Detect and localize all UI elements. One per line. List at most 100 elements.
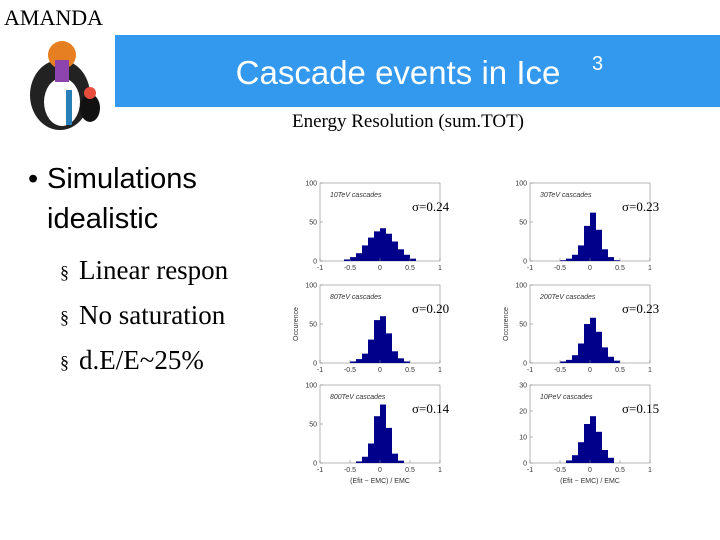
sub-marker: § bbox=[60, 307, 69, 327]
y-tick-label: 100 bbox=[305, 283, 317, 290]
hist-bar bbox=[410, 258, 416, 261]
hist-bar bbox=[608, 257, 614, 261]
x-tick-label: -1 bbox=[317, 467, 323, 474]
x-tick-label: -1 bbox=[317, 367, 323, 374]
hist-bar bbox=[386, 233, 392, 261]
chart-title: 10TeV cascades bbox=[330, 192, 382, 199]
hist-bar bbox=[398, 249, 404, 261]
x-tick-label: 1 bbox=[648, 367, 652, 374]
x-tick-label: -0.5 bbox=[554, 367, 566, 374]
hist-bar bbox=[578, 442, 584, 463]
hist-bar bbox=[356, 253, 362, 261]
x-tick-label: 0.5 bbox=[405, 467, 415, 474]
annotation: σ=0.23 bbox=[622, 199, 659, 214]
hist-bar bbox=[596, 229, 602, 261]
x-tick-label: 1 bbox=[438, 265, 442, 272]
hist-bar bbox=[590, 212, 596, 261]
hist-bar bbox=[386, 427, 392, 463]
hist-bar bbox=[596, 431, 602, 463]
hist-bar bbox=[602, 347, 608, 363]
hist-bar bbox=[590, 317, 596, 363]
x-tick-label: -0.5 bbox=[554, 467, 566, 474]
hist-bar bbox=[380, 404, 386, 463]
x-tick-label: 1 bbox=[438, 467, 442, 474]
x-tick-label: -1 bbox=[317, 265, 323, 272]
x-tick-label: -0.5 bbox=[554, 265, 566, 272]
hist-bar bbox=[374, 320, 380, 363]
sub-marker: § bbox=[60, 262, 69, 282]
y-tick-label: 100 bbox=[515, 181, 527, 188]
hist-bar bbox=[392, 241, 398, 261]
hist-bar bbox=[584, 324, 590, 363]
y-tick-label: 0 bbox=[313, 461, 317, 468]
sub-bullet: Linear respon bbox=[79, 255, 229, 285]
annotation: σ=0.20 bbox=[412, 301, 449, 316]
hist-bar bbox=[404, 254, 410, 261]
y-tick-label: 0 bbox=[313, 259, 317, 266]
x-tick-label: 0 bbox=[378, 367, 382, 374]
hist-bar bbox=[608, 356, 614, 363]
hist-bar bbox=[368, 339, 374, 363]
hist-bar bbox=[572, 355, 578, 363]
hist-bar bbox=[602, 249, 608, 261]
hist-bar bbox=[356, 461, 362, 463]
hist-bar bbox=[566, 460, 572, 463]
y-tick-label: 0 bbox=[313, 361, 317, 368]
hist-bar bbox=[572, 254, 578, 261]
y-tick-label: 20 bbox=[519, 409, 527, 416]
y-tick-label: 0 bbox=[523, 259, 527, 266]
y-tick-label: 100 bbox=[515, 283, 527, 290]
hist-bar bbox=[566, 359, 572, 363]
hist-bar bbox=[362, 353, 368, 363]
x-axis-label: (Efit − EMC) / EMC bbox=[560, 478, 620, 485]
hist-bar bbox=[398, 358, 404, 363]
x-tick-label: 0 bbox=[588, 467, 592, 474]
y-tick-label: 0 bbox=[523, 461, 527, 468]
hist-bar bbox=[608, 457, 614, 463]
hist-bar bbox=[356, 359, 362, 363]
x-tick-label: 0.5 bbox=[615, 265, 625, 272]
sub-marker: § bbox=[60, 352, 69, 372]
hist-bar bbox=[572, 455, 578, 463]
x-tick-label: 0.5 bbox=[615, 467, 625, 474]
hist-bar bbox=[614, 260, 620, 261]
annotation: σ=0.24 bbox=[412, 199, 450, 214]
sub-bullet: No saturation bbox=[79, 300, 226, 330]
hist-bar bbox=[614, 360, 620, 363]
y-tick-label: 100 bbox=[305, 383, 317, 390]
hist-bar bbox=[590, 416, 596, 463]
x-tick-label: 1 bbox=[648, 265, 652, 272]
y-axis-label: Occurence bbox=[503, 307, 510, 341]
x-tick-label: 0 bbox=[378, 467, 382, 474]
x-axis-label: (Efit − EMC) / EMC bbox=[350, 478, 410, 485]
x-tick-label: 0.5 bbox=[405, 367, 415, 374]
title-bar bbox=[115, 35, 720, 107]
hist-bar bbox=[380, 316, 386, 363]
x-tick-label: 1 bbox=[648, 467, 652, 474]
chart-title: 200TeV cascades bbox=[539, 294, 596, 301]
y-tick-label: 10 bbox=[519, 435, 527, 442]
hist-bar bbox=[602, 450, 608, 463]
x-tick-label: 0 bbox=[588, 367, 592, 374]
hist-bar bbox=[584, 225, 590, 261]
hist-bar bbox=[578, 343, 584, 363]
x-tick-label: 1 bbox=[438, 367, 442, 374]
hist-bar bbox=[362, 245, 368, 261]
y-tick-label: 30 bbox=[519, 383, 527, 390]
x-tick-label: -1 bbox=[527, 367, 533, 374]
hist-bar bbox=[404, 361, 410, 363]
hist-bar bbox=[350, 257, 356, 261]
hist-bar bbox=[386, 333, 392, 363]
chart-title: 30TeV cascades bbox=[540, 192, 592, 199]
x-tick-label: 0.5 bbox=[405, 265, 415, 272]
hist-bar bbox=[392, 453, 398, 463]
title-sup: 3 bbox=[592, 53, 603, 75]
hist-bar bbox=[362, 456, 368, 463]
y-tick-label: 50 bbox=[309, 422, 317, 429]
bullet-main: Simulations bbox=[47, 163, 197, 195]
header-label: AMANDA bbox=[4, 5, 103, 30]
y-tick-label: 50 bbox=[309, 322, 317, 329]
y-tick-label: 100 bbox=[305, 181, 317, 188]
chart-title: 800TeV cascades bbox=[330, 394, 386, 401]
